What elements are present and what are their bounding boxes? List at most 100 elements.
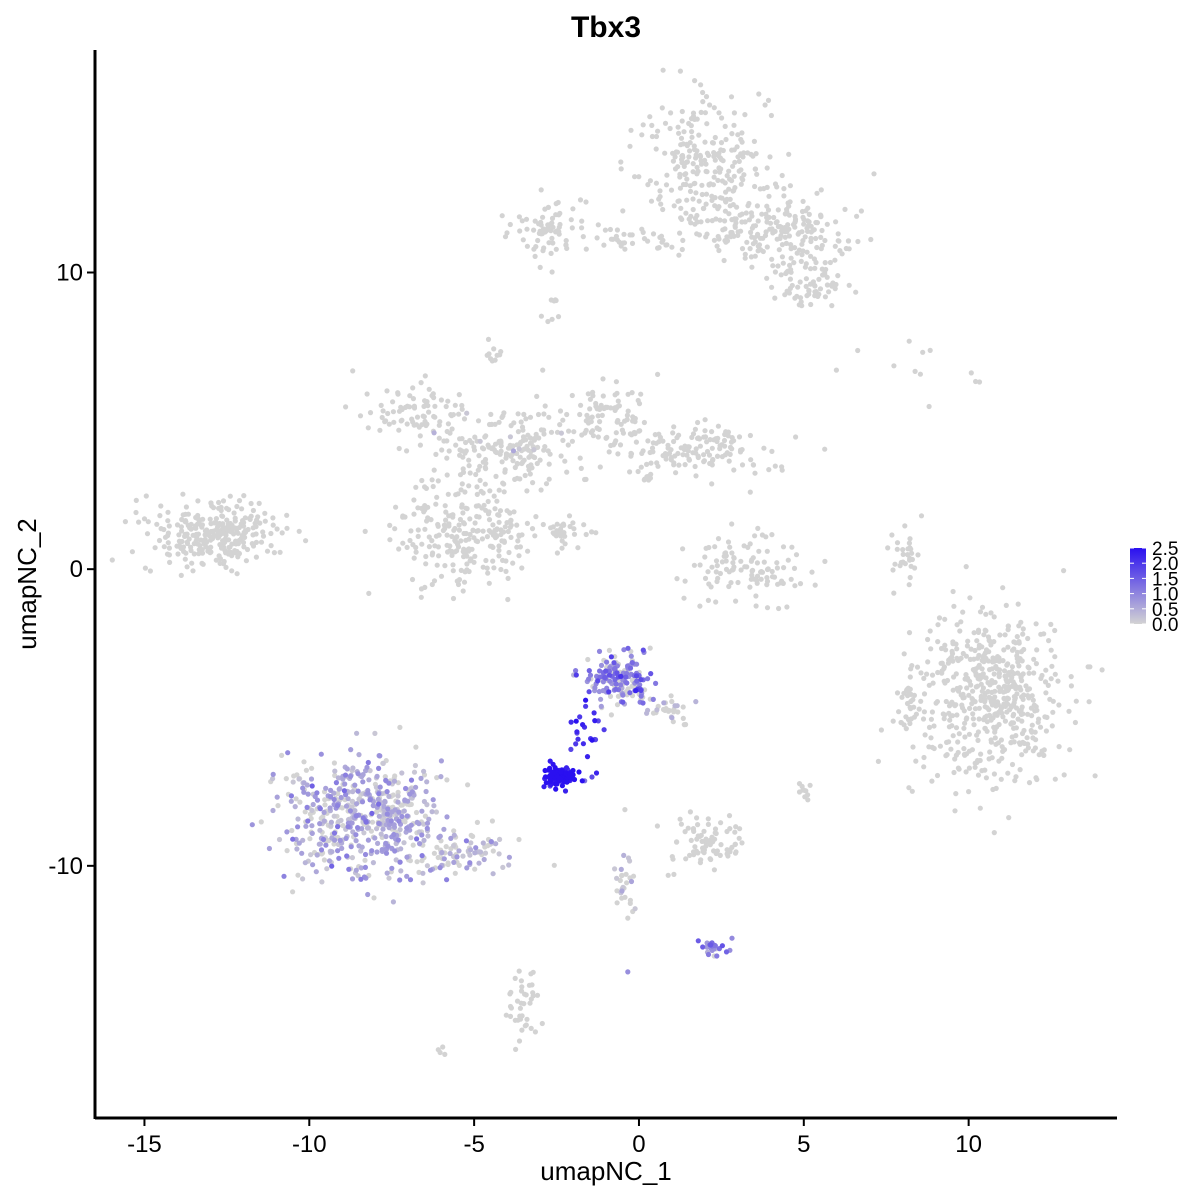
- cell-point: [788, 242, 794, 248]
- cell-point: [331, 813, 337, 819]
- cell-point: [603, 668, 609, 674]
- cell-point: [1032, 729, 1038, 735]
- cell-point: [176, 538, 182, 544]
- cell-point: [430, 483, 436, 490]
- cell-point: [678, 135, 685, 141]
- cell-point: [1017, 767, 1023, 773]
- cell-point: [967, 595, 973, 601]
- cell-point: [812, 265, 818, 271]
- cell-point: [380, 760, 386, 767]
- cell-point: [561, 530, 567, 536]
- cell-point: [963, 769, 969, 775]
- cell-point: [528, 971, 534, 977]
- cell-point: [1019, 752, 1025, 758]
- cell-point: [585, 420, 592, 426]
- cell-point: [948, 746, 954, 752]
- cell-point: [324, 866, 330, 872]
- cell-point: [947, 655, 954, 662]
- cell-point: [641, 477, 647, 483]
- cell-point: [376, 791, 382, 797]
- cell-point: [593, 530, 599, 536]
- cell-point: [375, 840, 381, 847]
- cell-point: [747, 584, 753, 590]
- cell-point: [436, 553, 442, 559]
- cell-point: [413, 809, 420, 816]
- cell-point: [614, 419, 620, 425]
- cell-point: [748, 576, 754, 582]
- cell-point: [464, 561, 470, 567]
- cell-point: [348, 844, 354, 850]
- cell-point: [892, 561, 898, 567]
- cell-point: [497, 836, 503, 843]
- cell-point: [988, 642, 994, 648]
- cell-point: [220, 538, 226, 544]
- cell-point: [645, 438, 651, 444]
- cell-point: [698, 109, 704, 115]
- cell-point: [390, 409, 396, 415]
- cell-point: [679, 118, 685, 124]
- cell-point: [684, 159, 691, 165]
- cell-point: [789, 282, 795, 289]
- cell-point: [977, 676, 983, 682]
- cell-point: [731, 555, 737, 561]
- cell-point: [459, 402, 465, 409]
- cell-point: [393, 857, 399, 863]
- cell-point: [480, 528, 486, 534]
- cell-point: [724, 828, 730, 835]
- cell-point: [352, 782, 358, 788]
- cell-point: [404, 813, 410, 819]
- cell-point: [972, 764, 978, 770]
- cell-point: [460, 549, 466, 555]
- cell-point: [268, 530, 274, 537]
- cell-point: [243, 558, 249, 564]
- cell-point: [554, 550, 561, 556]
- cell-point: [516, 214, 523, 220]
- cell-point: [401, 840, 407, 846]
- cell-point: [407, 791, 413, 797]
- cell-point: [1066, 708, 1072, 714]
- cell-point: [738, 558, 744, 564]
- x-axis-label: umapNC_1: [540, 1156, 672, 1186]
- cell-point: [655, 245, 661, 251]
- cell-point: [624, 880, 630, 886]
- cell-point: [735, 229, 741, 235]
- cell-point: [461, 520, 467, 526]
- cell-point: [382, 798, 388, 804]
- cell-point: [996, 758, 1002, 764]
- cell-point: [508, 534, 514, 541]
- cell-point: [672, 703, 678, 709]
- cell-point: [464, 865, 470, 871]
- cell-point: [515, 411, 521, 417]
- cell-point: [977, 805, 983, 811]
- cell-point: [179, 528, 185, 534]
- cell-point: [613, 686, 619, 692]
- cell-point: [463, 448, 469, 454]
- cell-point: [769, 448, 775, 454]
- cell-point: [968, 646, 974, 652]
- cell-point: [709, 445, 715, 451]
- cell-point: [657, 194, 663, 200]
- cell-point: [275, 803, 281, 809]
- cell-point: [1068, 674, 1074, 680]
- cell-point: [927, 628, 933, 634]
- cell-point: [966, 789, 972, 795]
- cell-point: [679, 246, 685, 253]
- cell-point: [180, 491, 186, 497]
- cell-point: [818, 246, 824, 252]
- cell-point: [955, 739, 961, 745]
- cell-point: [657, 434, 664, 440]
- cell-point: [523, 1022, 529, 1028]
- cell-point: [1025, 711, 1031, 717]
- cell-point: [537, 264, 543, 270]
- cell-point: [766, 214, 772, 220]
- cell-point: [350, 368, 356, 374]
- cell-point: [255, 514, 261, 520]
- cell-point: [425, 833, 431, 839]
- cell-point: [391, 822, 397, 828]
- cell-point: [213, 557, 219, 563]
- cell-point: [274, 526, 280, 532]
- cell-point: [730, 232, 736, 238]
- cell-point: [451, 828, 457, 834]
- cell-point: [693, 190, 699, 196]
- cell-point: [456, 522, 462, 528]
